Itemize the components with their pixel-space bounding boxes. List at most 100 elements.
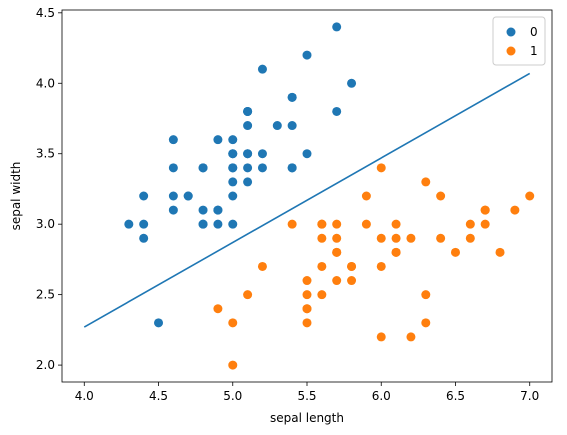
point-series-1-35 [377,163,386,172]
point-series-0-46 [243,107,252,116]
x-tick-label-1: 4.5 [149,389,168,403]
point-series-1-24 [436,234,445,243]
point-series-1-8 [466,234,475,243]
y-axis-label: sepal width [9,162,23,231]
point-series-1-10 [228,361,237,370]
point-series-0-36 [303,149,312,158]
point-series-1-20 [362,192,371,201]
point-series-1-38 [317,220,326,229]
point-series-0-26 [228,163,237,172]
x-axis-ticks: 4.0 4.5 5.0 5.5 6.0 6.5 7.0 [75,382,540,403]
point-series-0-49 [228,177,237,186]
point-series-1-13 [392,234,401,243]
point-series-1-47 [406,234,415,243]
point-series-0-1 [213,220,222,229]
point-series-0-17 [243,149,252,158]
point-series-1-7 [213,304,222,313]
legend-label-0: 0 [530,25,538,39]
x-tick-label-0: 4.0 [75,389,94,403]
point-series-0-33 [303,51,312,60]
point-series-0-18 [332,107,341,116]
point-series-1-25 [466,220,475,229]
point-series-1-19 [317,290,326,299]
point-series-0-37 [213,135,222,144]
point-series-1-29 [332,276,341,285]
point-series-1-31 [303,304,312,313]
point-series-0-21 [243,121,252,130]
point-series-1-42 [347,276,356,285]
point-series-1-48 [243,290,252,299]
point-series-1-33 [377,262,386,271]
point-series-1-45 [332,220,341,229]
y-axis-ticks: 2.0 2.5 3.0 3.5 4.0 4.5 [36,6,62,372]
point-series-0-6 [169,163,178,172]
x-tick-label-6: 7.0 [520,389,539,403]
point-series-0-31 [288,163,297,172]
point-series-1-11 [362,220,371,229]
point-series-1-4 [451,248,460,257]
point-series-0-27 [258,149,267,158]
x-axis-label: sepal length [270,411,344,425]
point-series-0-13 [124,220,133,229]
decision-line-layer [84,73,529,327]
point-series-1-36 [481,206,490,215]
point-series-1-14 [317,234,326,243]
x-tick-label-2: 5.0 [223,389,242,403]
decision-line [84,73,529,327]
point-series-1-9 [258,262,267,271]
point-series-1-27 [481,220,490,229]
point-series-0-29 [184,192,193,201]
point-series-0-41 [154,318,163,327]
legend-marker-0 [507,28,516,37]
point-series-1-26 [496,248,505,257]
point-series-1-0 [525,192,534,201]
point-series-1-49 [332,248,341,257]
point-series-1-40 [303,276,312,285]
point-series-0-16 [288,93,297,102]
point-series-0-47 [169,192,178,201]
point-series-1-12 [377,332,386,341]
point-series-1-23 [392,248,401,257]
point-series-1-39 [303,290,312,299]
point-series-1-18 [406,332,415,341]
point-series-0-10 [288,121,297,130]
point-series-1-3 [303,318,312,327]
point-series-0-24 [199,163,208,172]
point-series-0-14 [347,79,356,88]
y-tick-label-1: 2.5 [36,288,55,302]
point-series-0-35 [228,192,237,201]
point-series-0-3 [169,206,178,215]
point-series-1-1 [436,192,445,201]
y-tick-label-3: 3.5 [36,147,55,161]
point-series-1-6 [421,177,430,186]
point-series-0-48 [273,121,282,130]
point-series-0-22 [169,135,178,144]
y-tick-label-4: 4.0 [36,76,55,90]
point-series-1-2 [510,206,519,215]
point-series-0-25 [228,220,237,229]
legend-marker-1 [507,47,516,56]
point-series-0-28 [258,163,267,172]
points-layer [124,22,534,369]
point-series-1-43 [228,318,237,327]
point-series-0-4 [228,135,237,144]
x-tick-label-5: 6.5 [446,389,465,403]
y-tick-label-2: 3.0 [36,217,55,231]
point-series-1-28 [377,234,386,243]
x-tick-label-4: 6.0 [372,389,391,403]
x-tick-label-3: 5.5 [297,389,316,403]
point-series-1-46 [332,234,341,243]
point-series-0-34 [213,206,222,215]
point-series-0-43 [228,149,237,158]
point-series-1-44 [317,262,326,271]
point-series-0-15 [332,22,341,31]
point-series-1-32 [347,262,356,271]
legend: 0 1 [493,17,545,65]
point-series-1-34 [288,220,297,229]
point-series-0-38 [139,220,148,229]
point-series-0-39 [243,163,252,172]
point-series-1-41 [392,220,401,229]
point-series-0-23 [243,177,252,186]
point-series-0-45 [199,220,208,229]
